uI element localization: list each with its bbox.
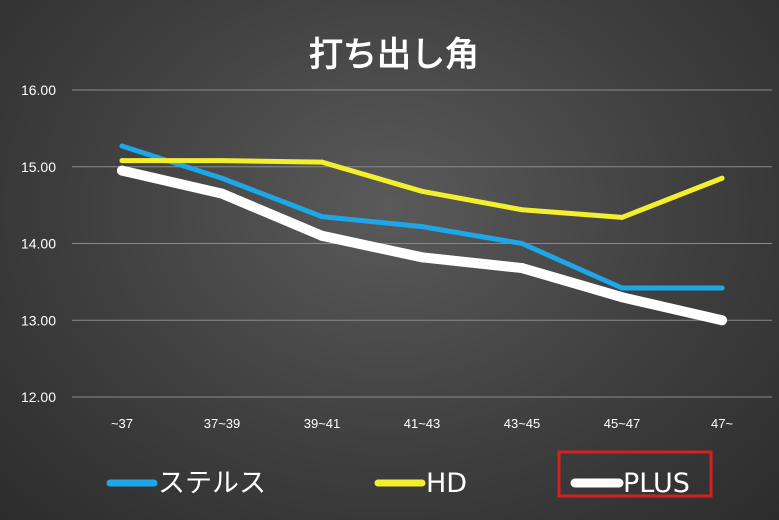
data-point — [217, 188, 227, 199]
x-axis-ticks: ~37 37~39 39~41 41~43 43~45 45~47 47~ — [111, 416, 733, 431]
data-point — [417, 252, 427, 263]
x-tick-label: 43~45 — [504, 416, 541, 431]
x-tick-label: 39~41 — [304, 416, 341, 431]
data-point — [619, 214, 625, 220]
data-point — [519, 207, 525, 213]
data-point — [619, 285, 625, 291]
y-tick-label: 14.00 — [21, 236, 56, 252]
y-tick-label: 15.00 — [21, 159, 56, 175]
x-tick-label: ~37 — [111, 416, 133, 431]
data-point — [717, 315, 727, 326]
data-point — [517, 263, 527, 274]
data-point — [419, 188, 425, 194]
data-point — [719, 285, 725, 291]
data-point — [519, 241, 525, 246]
data-point — [119, 158, 125, 164]
chart-title: 打ち出し角 — [309, 35, 479, 75]
y-tick-label: 12.00 — [21, 389, 56, 405]
y-tick-label: 13.00 — [21, 312, 56, 328]
data-point — [719, 175, 725, 181]
legend-label: PLUS — [623, 468, 690, 499]
data-point — [617, 292, 627, 303]
y-axis-ticks: 12.00 13.00 14.00 15.00 16.00 — [21, 82, 56, 405]
gridlines — [72, 89, 772, 398]
x-tick-label: 41~43 — [404, 416, 441, 431]
data-point — [319, 159, 325, 165]
data-point — [219, 158, 225, 164]
legend-label: ステルス — [158, 468, 266, 499]
y-tick-label: 16.00 — [21, 82, 56, 98]
legend: ステルス HD PLUS — [106, 450, 713, 499]
x-tick-label: 37~39 — [204, 416, 241, 431]
legend-label: HD — [426, 468, 467, 499]
data-point — [319, 214, 325, 220]
data-point — [117, 165, 127, 176]
series-line-1 — [119, 143, 725, 291]
x-tick-label: 47~ — [711, 416, 733, 431]
data-point — [317, 230, 327, 241]
data-point — [419, 224, 425, 230]
data-point — [119, 143, 125, 149]
highlight-box — [557, 450, 713, 498]
data-point — [219, 175, 225, 181]
series-lines — [117, 143, 727, 326]
x-tick-label: 45~47 — [604, 416, 641, 431]
